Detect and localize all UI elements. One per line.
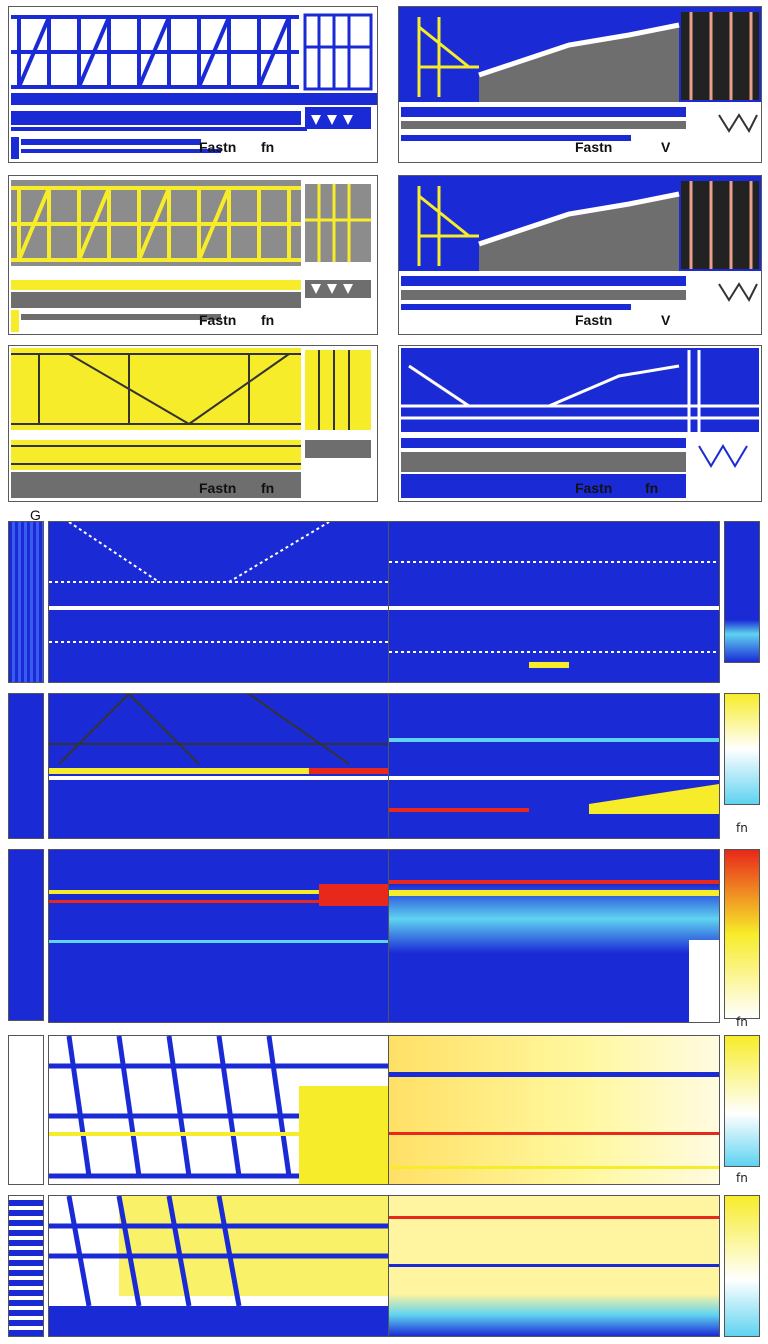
panel-r2-left-caption: Fastn <box>199 312 237 328</box>
row2-plot-a <box>48 693 390 839</box>
row4-plot-b <box>388 1035 720 1185</box>
panel-r2-right-mark: V <box>661 312 671 328</box>
row4-left-strip <box>8 1035 44 1185</box>
row2-tick-mark: fn <box>736 821 748 835</box>
section-letter: G <box>30 507 41 523</box>
panel-r3-left: Fastn fn <box>8 345 378 502</box>
row2-colorbar <box>724 693 760 805</box>
panel-r3-right-mark: fn <box>645 480 659 496</box>
ramp-diagram-blue <box>399 7 761 159</box>
ramp-diagram-blue-2 <box>399 176 761 310</box>
panel-r3-left-caption: Fastn <box>199 480 237 496</box>
row4-colorbar <box>724 1035 760 1167</box>
heatmap-section: G <box>0 505 768 1344</box>
truss-diagram-yellow-diagonal <box>11 348 371 498</box>
panel-r1-right: Fastn V <box>398 6 762 163</box>
heatmap-row-5 <box>8 1195 760 1341</box>
heatmap-row-4: fn <box>8 1035 760 1187</box>
panel-r3-left-mark: fn <box>261 480 275 496</box>
panel-r1-left-caption: Fastn <box>199 139 237 155</box>
row3-plot-b <box>388 849 720 1023</box>
row1-left-strip <box>8 521 44 683</box>
panel-r1-right-caption: Fastn <box>575 139 613 155</box>
truss-diagram-blue <box>9 7 377 162</box>
row2-left-strip <box>8 693 44 839</box>
panel-r2-right-caption: Fastn <box>575 312 613 328</box>
row1-colorbar <box>724 521 760 663</box>
row4-tick-mark: fn <box>736 1171 748 1185</box>
panel-r1-left-mark: fn <box>261 139 275 155</box>
row4-plot-a <box>48 1035 390 1185</box>
heatmap-row-1 <box>8 521 760 685</box>
heatmap-row-3: fn <box>8 849 760 1029</box>
truss-diagram-yellow <box>11 180 371 332</box>
row5-plot-a <box>48 1195 390 1337</box>
heatmap-row-2: fn <box>8 693 760 841</box>
row3-colorbar <box>724 849 760 1019</box>
panel-r3-right: Fastn fn <box>398 345 762 502</box>
frame-diagram-blue <box>401 348 759 498</box>
panel-r3-right-caption: Fastn <box>575 480 613 496</box>
structure-panel-grid: Fastn fn Fastn V <box>0 0 768 505</box>
row3-left-strip <box>8 849 44 1021</box>
panel-r1-right-mark: V <box>661 139 671 155</box>
row5-colorbar <box>724 1195 760 1337</box>
row5-left-strip <box>8 1195 44 1337</box>
row3-plot-a <box>48 849 390 1023</box>
panel-r2-left: Fastn fn <box>8 175 378 335</box>
row1-plot-b <box>388 521 720 683</box>
panel-r2-right: Fastn V <box>398 175 762 335</box>
panel-r2-left-mark: fn <box>261 312 275 328</box>
panel-r1-left: Fastn fn <box>8 6 378 163</box>
row1-plot-a <box>48 521 390 683</box>
row2-plot-b <box>388 693 720 839</box>
row3-tick-mark: fn <box>736 1015 748 1029</box>
row5-plot-b <box>388 1195 720 1337</box>
